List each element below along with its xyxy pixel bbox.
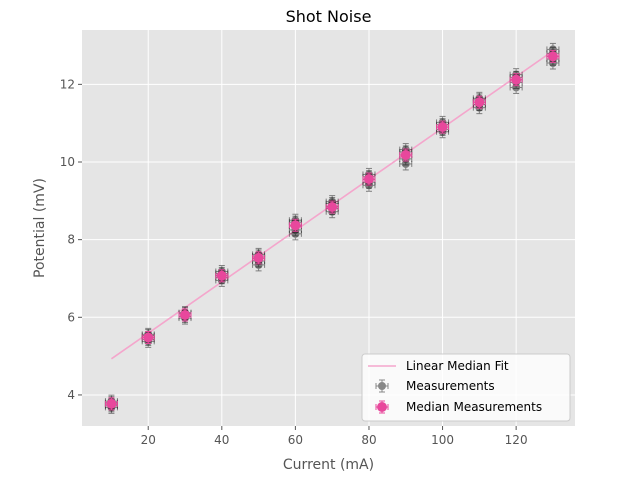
y-tick-label: 6 [67,310,75,324]
legend: Linear Median Fit Measurements Median Meas… [361,353,571,422]
y-tick-label: 4 [67,388,75,402]
y-tick-label: 12 [60,77,75,91]
median-measurement-point [141,330,155,344]
median-measurement-point [178,308,192,322]
x-tick-label: 120 [505,433,528,447]
median-measurement-point [472,95,486,109]
y-tick-label: 8 [67,233,75,247]
x-tick-label: 80 [361,433,376,447]
median-measurement-point [104,397,118,411]
legend-label: Median Measurements [406,400,542,414]
legend-measurements-swatch [375,379,389,393]
median-measurement-point [436,120,450,134]
legend-median-swatch [375,400,389,414]
median-measurement-point [509,73,523,87]
median-measurement-point [215,269,229,283]
x-tick-label: 60 [288,433,303,447]
median-measurement-point [325,200,339,214]
median-measurements-layer [104,49,560,411]
measurement-point [288,227,302,241]
median-measurement-point [288,218,302,232]
median-measurement-point [399,148,413,162]
y-axis-title: Potential (mV) [32,178,48,278]
median-measurement-point [546,49,560,63]
x-tick-label: 40 [214,433,229,447]
x-tick-label: 100 [431,433,454,447]
legend-box [361,353,571,422]
median-measurement-point [362,172,376,186]
y-axis: 4 6 8 10 12 [60,77,82,402]
legend-label: Measurements [406,379,495,393]
median-measurement-point [252,251,266,265]
chart-title: Shot Noise [286,7,372,26]
legend-label: Linear Median Fit [406,359,509,373]
x-axis: 20 40 60 80 100 120 [141,426,528,447]
y-tick-label: 10 [60,155,75,169]
x-tick-label: 20 [141,433,156,447]
x-axis-title: Current (mA) [283,457,374,473]
